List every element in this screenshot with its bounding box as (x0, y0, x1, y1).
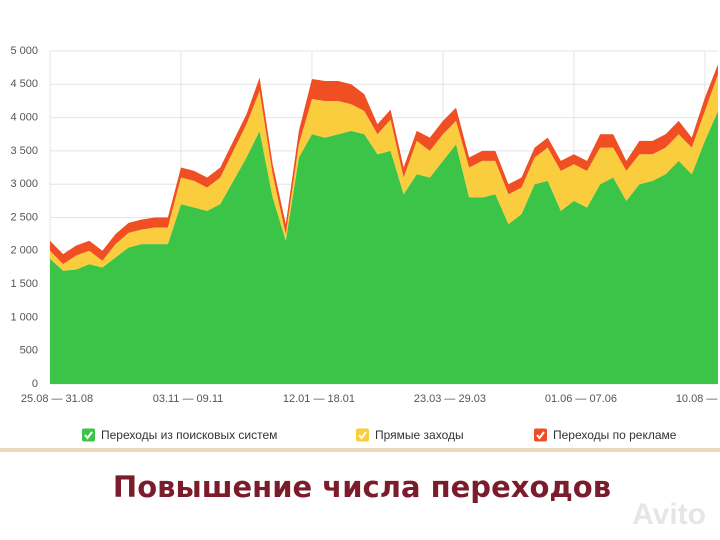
x-tick-label: 03.11 — 09.11 (153, 393, 224, 405)
legend-check (84, 431, 93, 440)
legend-label: Переходы по рекламе (553, 428, 677, 442)
x-tick-label: 23.03 — 29.03 (414, 393, 486, 405)
y-tick-label: 1 500 (10, 278, 38, 290)
area (50, 110, 718, 384)
y-tick-label: 5 000 (10, 45, 38, 57)
y-tick-label: 3 000 (10, 178, 38, 190)
y-tick-label: 500 (20, 345, 38, 357)
y-tick-label: 4 500 (10, 78, 38, 90)
legend-label: Прямые заходы (375, 428, 464, 442)
legend-label: Переходы из поисковых систем (101, 428, 277, 442)
divider (0, 448, 720, 452)
x-tick-label: 01.06 — 07.06 (545, 393, 617, 405)
caption: Повышение числа переходов (113, 470, 611, 504)
x-tick-label: 10.08 — 16.08 (676, 393, 720, 405)
plot: 0 500 1 000 1 500 2 000 2 500 3 000 3 500 4 000 4… (10, 45, 720, 405)
y-tick-label: 1 000 (10, 311, 38, 323)
legend-checkbox[interactable] (356, 428, 369, 442)
legend-check (536, 431, 545, 440)
y-tick-label: 3 500 (10, 145, 38, 157)
x-tick-label: 12.01 — 18.01 (283, 393, 355, 405)
y-tick-label: 0 (32, 378, 38, 390)
y-tick-label: 2 500 (10, 211, 38, 223)
watermark: Avito (632, 498, 706, 531)
y-tick-label: 2 000 (10, 245, 38, 257)
legend-checkbox[interactable] (534, 428, 547, 442)
legend-check (358, 431, 367, 440)
x-tick-label: 25.08 — 31.08 (21, 393, 93, 405)
area (50, 74, 718, 271)
area (50, 64, 718, 265)
y-tick-label: 4 000 (10, 112, 38, 124)
